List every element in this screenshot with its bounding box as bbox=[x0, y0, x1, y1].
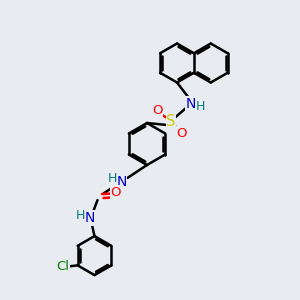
Text: S: S bbox=[166, 114, 176, 129]
Text: N: N bbox=[85, 211, 95, 225]
Text: N: N bbox=[185, 97, 196, 110]
Text: N: N bbox=[116, 175, 127, 188]
Text: Cl: Cl bbox=[56, 260, 69, 273]
Text: H: H bbox=[195, 100, 205, 113]
Text: O: O bbox=[176, 127, 187, 140]
Text: O: O bbox=[110, 185, 121, 199]
Text: O: O bbox=[152, 104, 163, 118]
Text: H: H bbox=[108, 172, 117, 185]
Text: H: H bbox=[76, 208, 85, 222]
